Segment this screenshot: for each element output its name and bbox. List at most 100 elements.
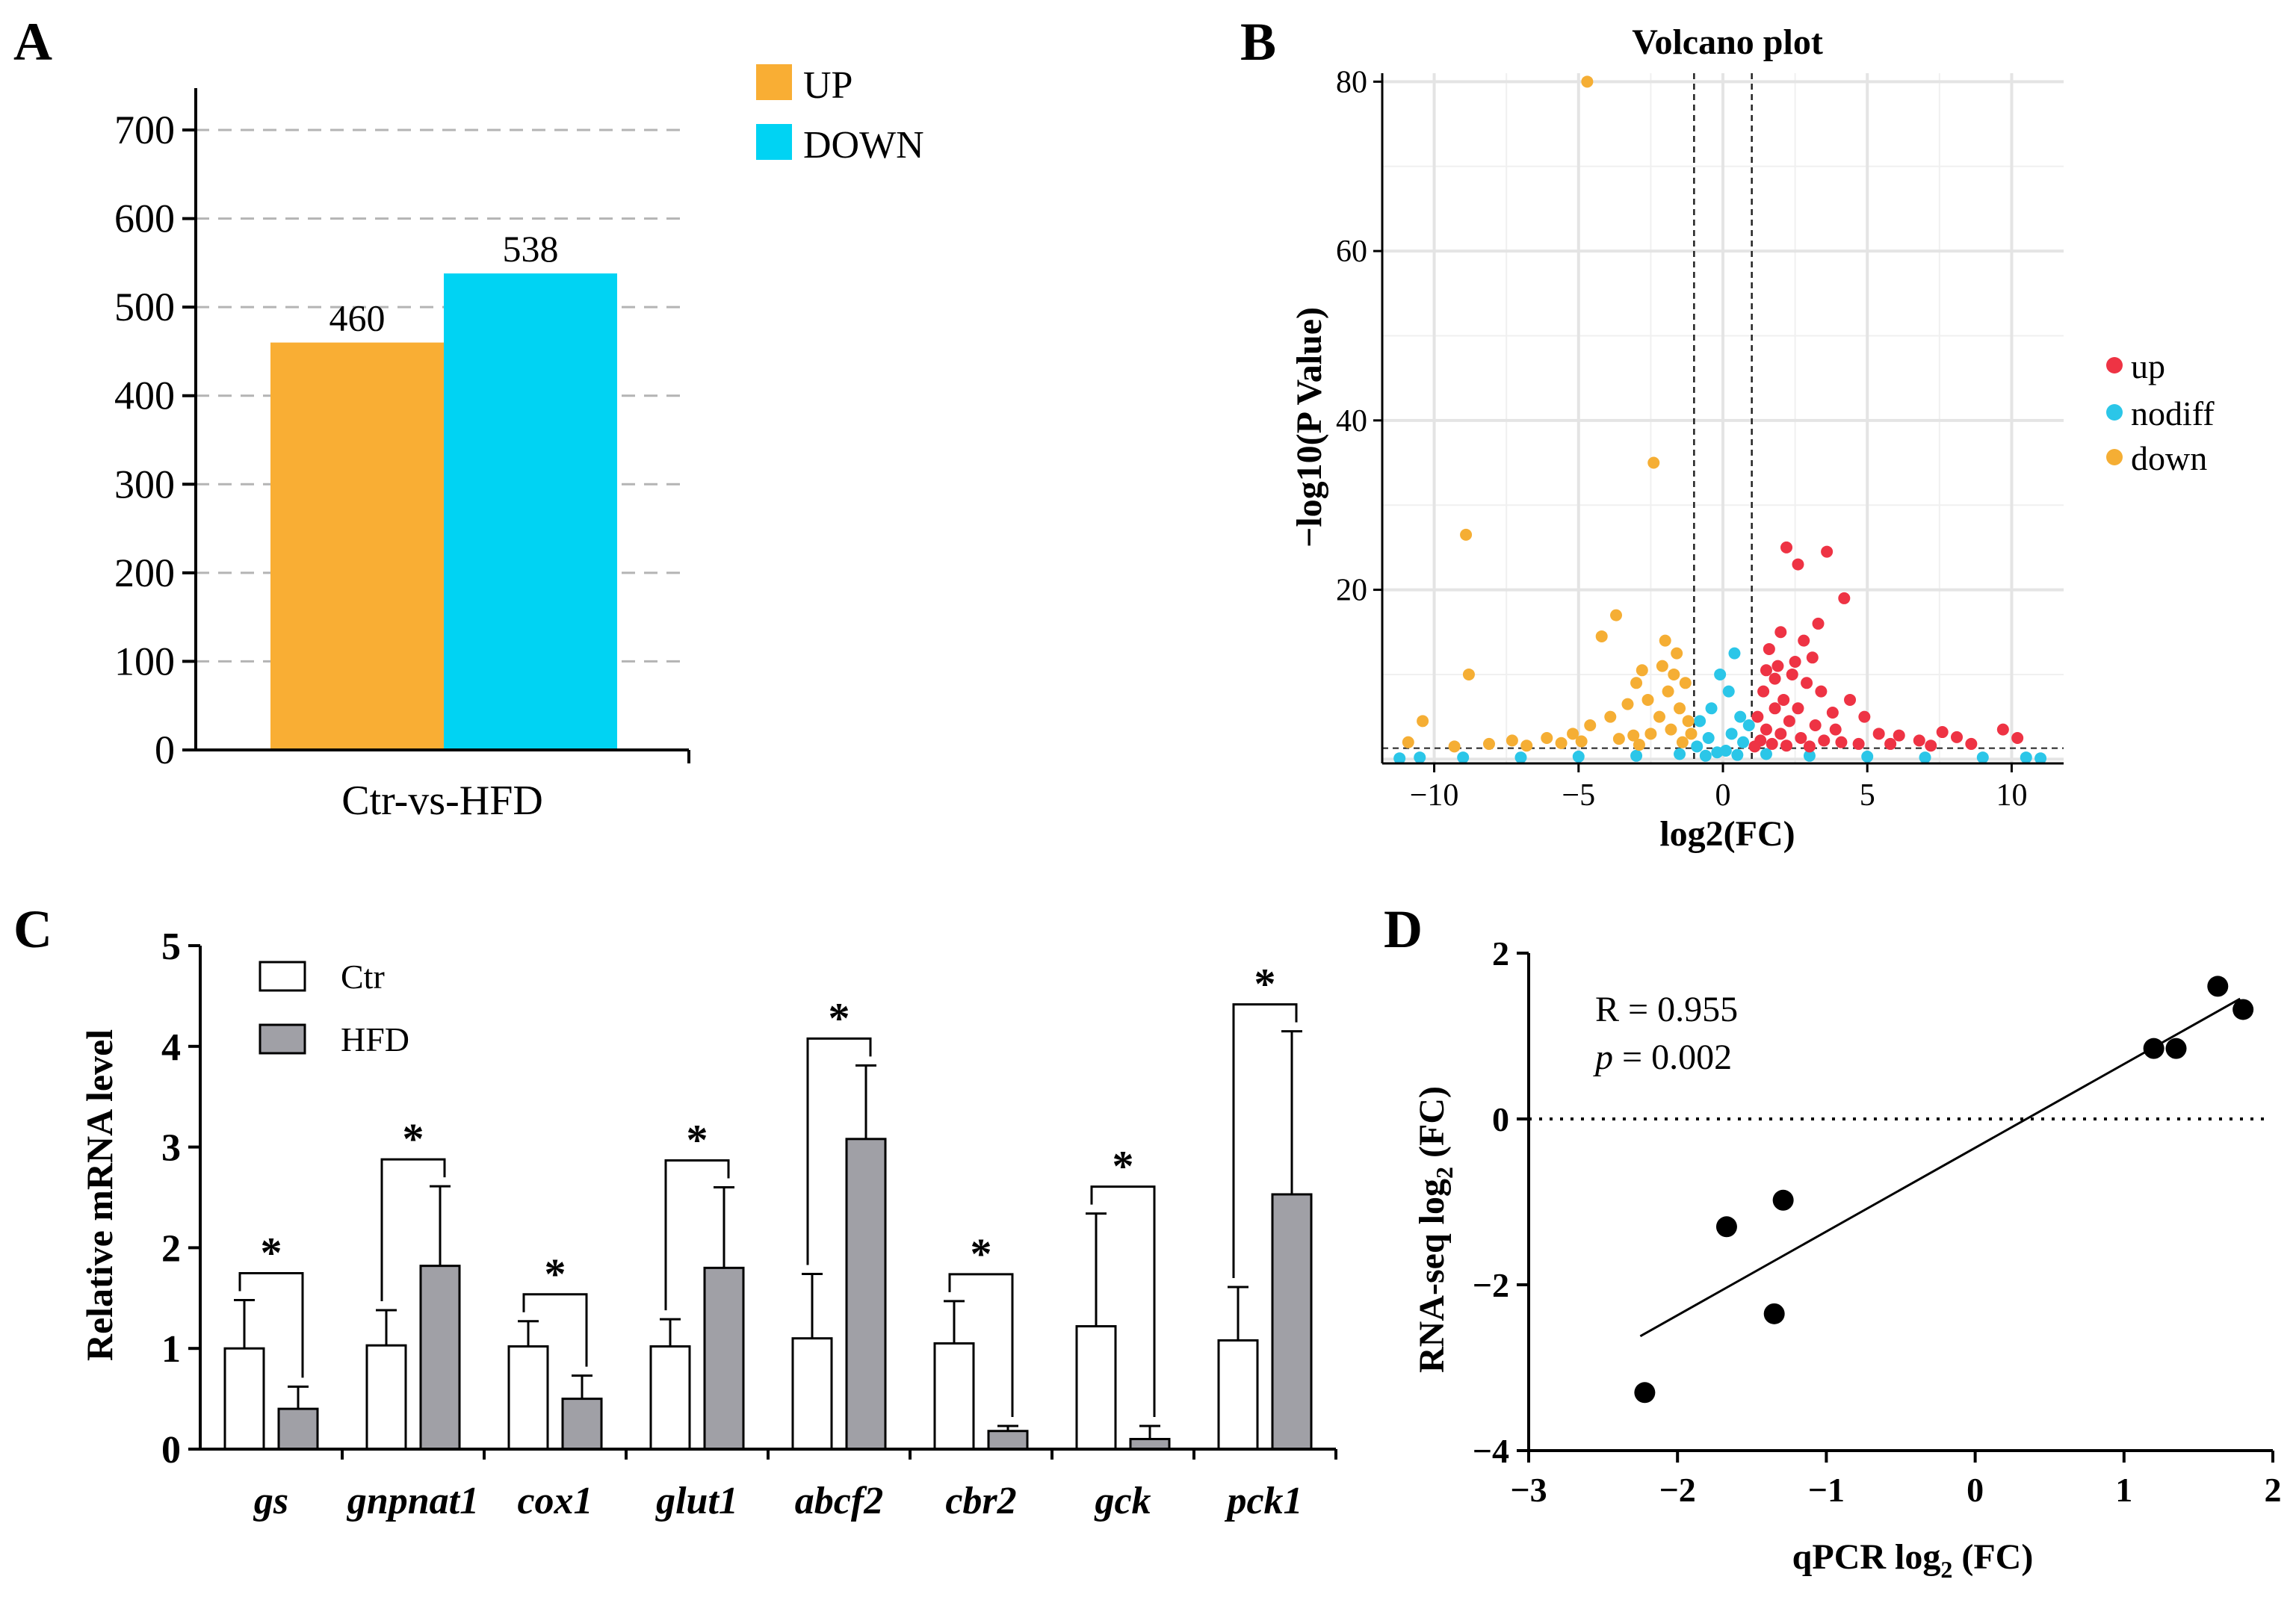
d-ylabel-main: RNA-seq log	[1412, 1179, 1452, 1373]
b-point-up	[1844, 693, 1857, 706]
c-significance-bracket	[238, 1271, 304, 1378]
b-point-down	[1682, 715, 1695, 728]
c-category-label: gs	[253, 1480, 288, 1522]
c-ytick-label: 5	[161, 925, 181, 968]
d-point	[2207, 976, 2229, 997]
c-bar-ctr-gnpnat1	[365, 1344, 407, 1451]
b-xtick-label: −10	[1410, 778, 1459, 813]
b-point-up	[1829, 723, 1842, 736]
a-bars: 460 538	[270, 228, 617, 751]
c-significance-bracket	[522, 1293, 588, 1367]
b-point-nodiff	[2034, 752, 2047, 765]
b-point-up	[1798, 634, 1810, 647]
b-point-up	[1806, 651, 1819, 664]
a-category-label: Ctr-vs-HFD	[341, 778, 543, 824]
b-point-nodiff	[1711, 746, 1724, 759]
b-point-up	[1951, 731, 1964, 743]
d-xlabel-main: qPCR log	[1792, 1537, 1941, 1577]
c-bar-hfd-gs	[277, 1407, 319, 1451]
b-point-nodiff	[1457, 751, 1470, 764]
d-stat-p-symbol: p	[1593, 1038, 1613, 1077]
b-xtick-label: 5	[1860, 778, 1875, 813]
b-point-up	[1835, 736, 1848, 748]
d-point	[2143, 1038, 2165, 1059]
legend-up-swatch	[756, 64, 792, 100]
b-point-nodiff	[1728, 647, 1741, 660]
c-bar-ctr-cox1	[507, 1345, 549, 1451]
a-ytick-label: 700	[114, 108, 175, 152]
d-xlabel-tail: (FC)	[1952, 1537, 2033, 1577]
b-point-down	[1482, 737, 1495, 750]
c-category-label: gnpnat1	[347, 1480, 479, 1522]
b-point-down	[1462, 668, 1475, 680]
d-plot-area: −3 −2 −1 0 1 2 −4 −2 0 2	[1473, 934, 2282, 1509]
b-point-down	[1641, 693, 1654, 706]
b-point-down	[1659, 634, 1671, 647]
c-significance-star: *	[403, 1114, 424, 1163]
c-plot-area: * gs * gnpnat1 * cox1 * glut1 * abcf2 * cbr2 * gck * pc…	[161, 925, 1337, 1522]
d-xtick-label: −1	[1808, 1471, 1845, 1509]
c-bar-ctr-abcf2	[791, 1337, 833, 1451]
b-point-down	[1417, 715, 1429, 728]
a-axes: 0 100 200 300 400 500 600 700 Ctr-vs-HFD	[114, 88, 690, 824]
b-point-down	[1595, 630, 1608, 642]
b-point-up	[1780, 739, 1793, 752]
legend-down-dot	[2106, 449, 2123, 465]
b-point-up	[1780, 541, 1793, 554]
b-point-down	[1685, 728, 1698, 740]
d-ytick-label: −2	[1473, 1266, 1509, 1304]
d-point	[1763, 1303, 1785, 1324]
c-category-label: pck1	[1224, 1480, 1302, 1522]
b-point-up	[1774, 728, 1787, 740]
b-point-up	[1818, 734, 1831, 747]
b-point-down	[1555, 737, 1568, 749]
c-ytick-label: 0	[161, 1429, 181, 1472]
b-point-up	[1801, 677, 1813, 689]
b-point-nodiff	[1861, 750, 1874, 763]
b-point-down	[1668, 668, 1680, 680]
b-point-up	[1786, 668, 1798, 680]
b-point-nodiff	[1414, 751, 1426, 764]
b-point-up	[1812, 617, 1825, 630]
b-point-down	[1506, 734, 1518, 747]
c-significance-bracket	[1090, 1185, 1156, 1417]
c-category-label: gck	[1094, 1480, 1151, 1522]
b-point-nodiff	[1737, 736, 1750, 748]
b-point-nodiff	[1393, 752, 1406, 765]
a-ytick-label: 300	[114, 462, 175, 506]
a-bar-value-label: 460	[329, 297, 386, 339]
b-point-nodiff	[2020, 751, 2032, 764]
a-bar-value-label: 538	[503, 228, 559, 270]
b-point-nodiff	[1714, 668, 1727, 680]
a-ytick-label: 100	[114, 639, 175, 683]
b-point-down	[1656, 660, 1668, 672]
panel-c: C Relative mRNA level * gs * gnpnat1 * cox1 * g…	[13, 899, 1337, 1522]
d-stat-p: p = 0.002	[1593, 1038, 1732, 1077]
c-legend: Ctr HFD	[259, 958, 409, 1058]
panel-letter-a: A	[13, 12, 52, 72]
c-significance-star: *	[687, 1116, 708, 1165]
c-ytick-label: 3	[161, 1127, 181, 1170]
b-point-up	[1769, 672, 1781, 685]
a-ytick-label: 200	[114, 551, 175, 595]
b-point-up	[1751, 710, 1764, 723]
c-significance-bracket	[948, 1273, 1014, 1417]
b-point-down	[1647, 456, 1660, 469]
b-point-down	[1612, 733, 1625, 745]
b-point-up	[1766, 737, 1778, 750]
b-point-up	[1884, 737, 1897, 750]
legend-nodiff-dot	[2106, 404, 2123, 421]
legend-down-label: DOWN	[803, 124, 924, 167]
a-ytick-label: 400	[114, 373, 175, 418]
b-point-down	[1630, 677, 1643, 689]
b-point-nodiff	[1722, 685, 1735, 698]
c-bar-ctr-pck1	[1217, 1339, 1259, 1451]
b-point-up	[1936, 726, 1949, 739]
b-point-down	[1636, 664, 1648, 677]
b-ytick-label: 80	[1336, 65, 1367, 99]
d-point	[1715, 1216, 1737, 1238]
b-point-up	[1795, 731, 1807, 744]
c-bar-ctr-glut1	[649, 1345, 691, 1451]
c-significance-bracket	[806, 1037, 872, 1265]
